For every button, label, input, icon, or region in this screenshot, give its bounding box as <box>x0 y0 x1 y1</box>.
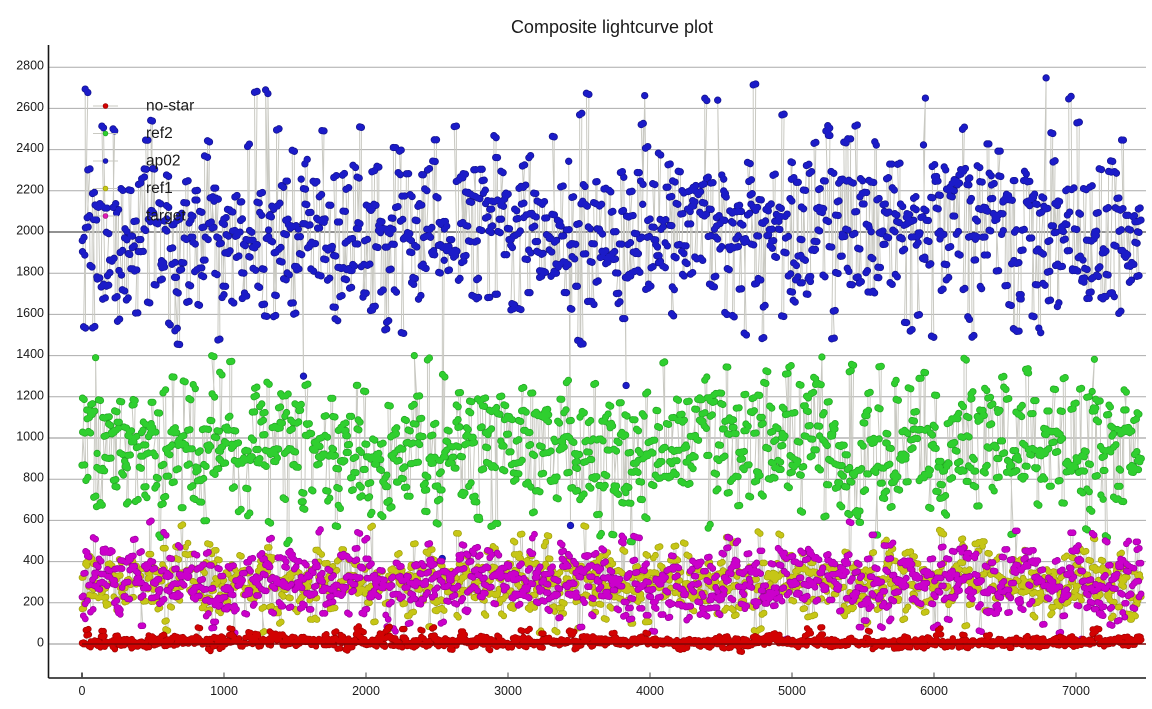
svg-text:Composite lightcurve plot: Composite lightcurve plot <box>511 17 713 37</box>
svg-text:0: 0 <box>37 636 44 650</box>
svg-text:4000: 4000 <box>636 684 664 698</box>
svg-text:200: 200 <box>23 594 44 608</box>
svg-text:3000: 3000 <box>494 684 522 698</box>
svg-text:7000: 7000 <box>1062 684 1090 698</box>
svg-text:2000: 2000 <box>352 684 380 698</box>
svg-text:800: 800 <box>23 471 44 485</box>
svg-text:6000: 6000 <box>920 684 948 698</box>
svg-text:1000: 1000 <box>210 684 238 698</box>
svg-text:ref1: ref1 <box>146 180 173 197</box>
svg-text:2200: 2200 <box>16 182 44 196</box>
svg-text:2800: 2800 <box>16 59 44 73</box>
svg-text:600: 600 <box>23 512 44 526</box>
svg-text:1000: 1000 <box>16 430 44 444</box>
svg-text:ap02: ap02 <box>146 153 180 170</box>
svg-text:0: 0 <box>79 684 86 698</box>
svg-text:ref2: ref2 <box>146 125 173 142</box>
svg-text:2600: 2600 <box>16 100 44 114</box>
svg-text:1800: 1800 <box>16 265 44 279</box>
svg-text:no-star: no-star <box>146 98 194 115</box>
svg-text:target: target <box>146 208 186 225</box>
svg-text:1200: 1200 <box>16 388 44 402</box>
svg-text:2400: 2400 <box>16 141 44 155</box>
svg-text:400: 400 <box>23 553 44 567</box>
svg-text:5000: 5000 <box>778 684 806 698</box>
svg-text:2000: 2000 <box>16 224 44 238</box>
svg-text:1400: 1400 <box>16 347 44 361</box>
svg-text:1600: 1600 <box>16 306 44 320</box>
